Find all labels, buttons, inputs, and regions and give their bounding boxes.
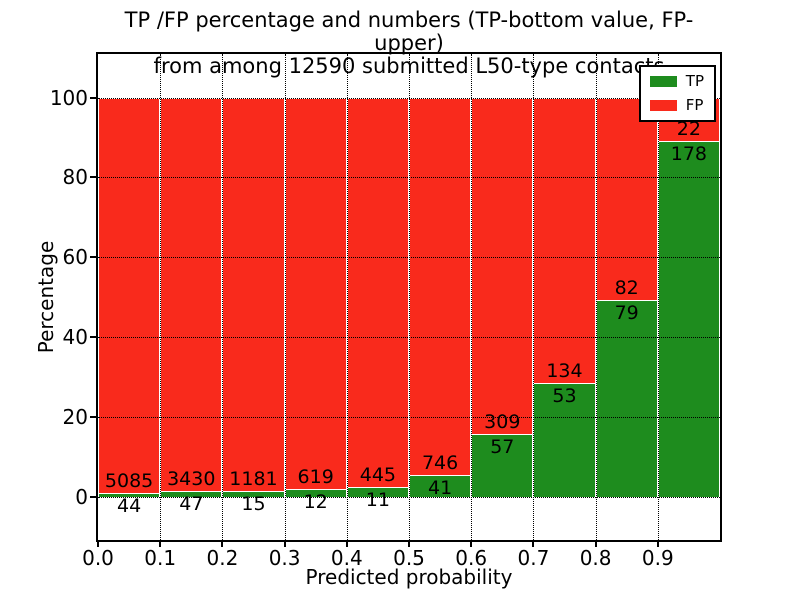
fp-legend-label: FP — [685, 96, 704, 114]
fp-bar-segment — [595, 97, 658, 302]
v-gridline — [657, 54, 659, 540]
y-tick-mark — [90, 96, 96, 99]
v-gridline — [284, 54, 286, 540]
tp-count-label: 53 — [552, 384, 577, 407]
y-tick-label: 60 — [62, 245, 88, 270]
x-tick-mark — [470, 542, 473, 547]
y-tick-mark — [90, 256, 96, 259]
y-tick-mark — [90, 496, 96, 499]
fp-bar-segment — [409, 97, 472, 477]
y-tick-label: 40 — [62, 325, 88, 350]
x-tick-label: 0.4 — [330, 546, 363, 570]
fp-bar-segment — [160, 97, 223, 492]
chart-title: TP /FP percentage and numbers (TP-bottom… — [98, 9, 720, 78]
v-gridline — [409, 54, 410, 540]
tp-count-label: 79 — [614, 302, 639, 325]
x-tick-mark — [283, 542, 286, 547]
v-gridline — [595, 54, 597, 540]
fp-bar-segment — [533, 97, 596, 384]
tp-bar-segment — [533, 383, 596, 498]
y-axis-label: Percentage — [34, 240, 58, 354]
chart-title-line1: TP /FP percentage and numbers (TP-bottom… — [124, 8, 694, 55]
fp-legend-swatch — [649, 100, 677, 111]
y-tick-label: 0 — [75, 485, 88, 510]
v-gridline — [471, 54, 473, 540]
fp-count-label: 1181 — [229, 468, 278, 491]
fp-count-label: 22 — [676, 117, 701, 140]
fp-bar-segment — [98, 97, 161, 494]
v-gridline — [160, 54, 162, 540]
x-tick-mark — [532, 542, 535, 547]
tp-count-label: 178 — [670, 142, 708, 165]
legend: TP FP — [638, 65, 716, 122]
fp-count-label: 309 — [484, 410, 521, 433]
fp-count-label: 134 — [546, 359, 583, 382]
legend-item-fp: FP — [649, 96, 704, 114]
fp-count-label: 82 — [614, 277, 639, 300]
tp-legend-label: TP — [685, 72, 704, 90]
fp-bar-segment — [222, 97, 285, 493]
tp-count-label: 11 — [365, 488, 390, 511]
fp-count-label: 445 — [359, 463, 397, 486]
x-tick-mark — [345, 542, 348, 547]
tp-count-label: 44 — [117, 494, 142, 517]
x-tick-label: 0.1 — [144, 546, 177, 570]
fp-count-label: 619 — [297, 465, 334, 488]
x-tick-label: 0.3 — [268, 546, 301, 570]
x-tick-label: 0.5 — [393, 546, 425, 570]
x-tick-mark — [221, 542, 224, 547]
x-tick-label: 0.8 — [579, 546, 612, 570]
x-tick-mark — [594, 542, 597, 547]
v-gridline — [222, 54, 224, 540]
tp-bar-segment — [595, 301, 658, 498]
x-tick-mark — [97, 542, 99, 547]
fp-bar-segment — [471, 97, 534, 435]
y-tick-label: 100 — [49, 85, 88, 110]
fp-count-label: 746 — [421, 452, 459, 475]
tp-bar-segment — [471, 434, 534, 498]
legend-item-tp: TP — [649, 72, 704, 90]
v-gridline — [346, 54, 348, 540]
tp-count-label: 12 — [303, 490, 328, 513]
x-tick-mark — [159, 542, 162, 547]
tp-bar-segment — [657, 141, 720, 498]
tp-count-label: 47 — [179, 492, 204, 515]
fp-count-label: 3430 — [167, 467, 216, 490]
tp-count-label: 41 — [428, 477, 453, 500]
x-tick-label: 0.7 — [517, 546, 550, 570]
x-tick-mark — [408, 542, 410, 547]
y-tick-label: 80 — [62, 165, 88, 190]
x-tick-mark — [656, 542, 659, 547]
x-tick-label: 0.9 — [641, 546, 674, 570]
x-tick-label: 0.2 — [206, 546, 239, 570]
tp-legend-swatch — [649, 76, 677, 87]
tp-bar-segment — [98, 493, 161, 498]
tp-count-label: 15 — [241, 493, 266, 516]
x-tick-label: 0.6 — [455, 546, 488, 570]
fp-count-label: 5085 — [104, 469, 154, 492]
tp-count-label: 57 — [490, 435, 515, 458]
y-tick-mark — [90, 416, 96, 419]
y-tick-mark — [90, 336, 96, 339]
fp-bar-segment — [346, 97, 409, 488]
chart-title-line2: from among 12590 submitted L50-type cont… — [153, 54, 665, 78]
y-tick-mark — [90, 176, 96, 179]
fp-bar-segment — [284, 97, 347, 490]
x-tick-label: 0.0 — [82, 546, 114, 570]
y-tick-label: 20 — [62, 405, 88, 430]
v-gridline — [533, 54, 535, 540]
x-axis-label: Predicted probability — [305, 565, 513, 589]
plot-area: 5085 44 3430 47 1181 15 619 12 445 11 746 41 309 57 13… — [96, 52, 722, 542]
